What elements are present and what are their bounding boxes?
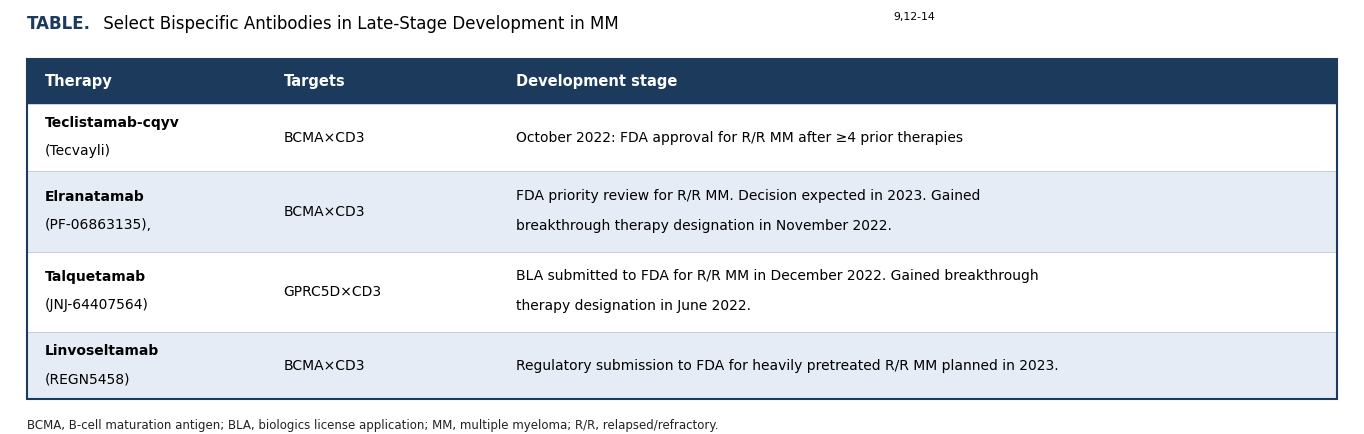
Text: (PF-06863135),: (PF-06863135), xyxy=(45,218,151,232)
Bar xyxy=(27,59,1337,104)
Text: GPRC5D×CD3: GPRC5D×CD3 xyxy=(284,285,382,299)
Text: breakthrough therapy designation in November 2022.: breakthrough therapy designation in Nove… xyxy=(516,219,892,233)
Text: (JNJ-64407564): (JNJ-64407564) xyxy=(45,298,149,312)
Text: 9,12-14: 9,12-14 xyxy=(893,12,936,22)
Text: BLA submitted to FDA for R/R MM in December 2022. Gained breakthrough: BLA submitted to FDA for R/R MM in Decem… xyxy=(516,270,1038,283)
Text: Linvoseltamab: Linvoseltamab xyxy=(45,344,160,358)
Text: Regulatory submission to FDA for heavily pretreated R/R MM planned in 2023.: Regulatory submission to FDA for heavily… xyxy=(516,358,1058,373)
Text: (REGN5458): (REGN5458) xyxy=(45,372,131,386)
Text: Teclistamab-cqyv: Teclistamab-cqyv xyxy=(45,116,180,130)
Text: (Tecvayli): (Tecvayli) xyxy=(45,144,110,158)
Bar xyxy=(27,171,1337,252)
Text: BCMA×CD3: BCMA×CD3 xyxy=(284,204,366,219)
Bar xyxy=(27,252,1337,332)
Text: TABLE.: TABLE. xyxy=(27,15,91,33)
Text: BCMA×CD3: BCMA×CD3 xyxy=(284,358,366,373)
Text: Development stage: Development stage xyxy=(516,74,677,89)
Text: BCMA, B-cell maturation antigen; BLA, biologics license application; MM, multipl: BCMA, B-cell maturation antigen; BLA, bi… xyxy=(27,419,719,432)
Text: Talquetamab: Talquetamab xyxy=(45,270,146,284)
Text: October 2022: FDA approval for R/R MM after ≥4 prior therapies: October 2022: FDA approval for R/R MM af… xyxy=(516,131,963,145)
Bar xyxy=(27,59,1337,399)
Bar xyxy=(27,104,1337,171)
Text: FDA priority review for R/R MM. Decision expected in 2023. Gained: FDA priority review for R/R MM. Decision… xyxy=(516,189,979,203)
Text: Therapy: Therapy xyxy=(45,74,113,89)
Text: therapy designation in June 2022.: therapy designation in June 2022. xyxy=(516,299,750,313)
Text: Elranatamab: Elranatamab xyxy=(45,190,145,204)
Text: Select Bispecific Antibodies in Late-Stage Development in MM: Select Bispecific Antibodies in Late-Sta… xyxy=(98,15,619,33)
Bar xyxy=(27,332,1337,399)
Text: BCMA×CD3: BCMA×CD3 xyxy=(284,131,366,145)
Text: Targets: Targets xyxy=(284,74,345,89)
